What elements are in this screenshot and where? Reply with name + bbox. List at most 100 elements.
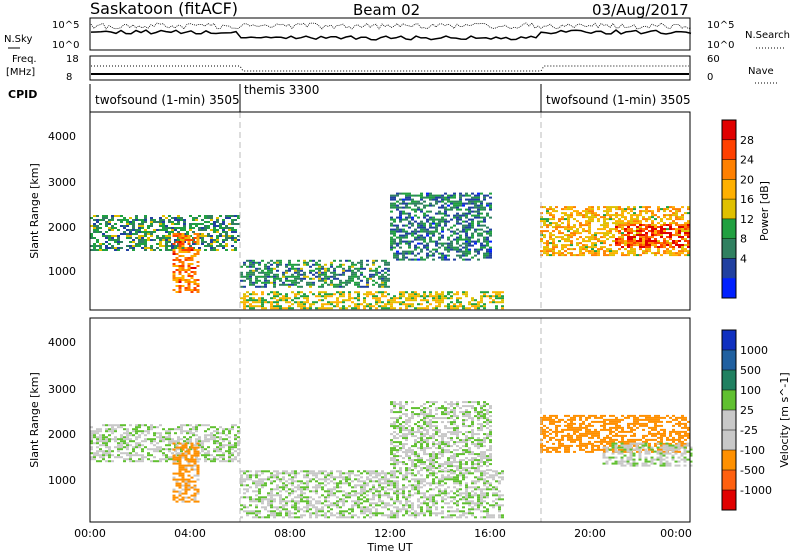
power-cell [570,248,573,251]
power-cell [333,285,336,288]
velocity-cell [234,450,237,453]
power-cell [678,216,681,219]
power-cell [300,279,303,282]
power-cell [633,250,636,253]
velocity-cell [193,474,197,477]
power-cell [681,250,684,253]
velocity-cell [471,490,474,493]
power-cell [564,244,567,247]
power-cell [576,238,579,241]
velocity-cell [255,500,258,503]
power-cell [555,226,558,229]
power-cell [193,281,197,283]
power-cell [618,208,621,211]
power-cell [150,249,153,251]
power-cell [165,249,168,251]
velocity-region-1 [172,442,200,503]
velocity-cell [184,480,188,483]
power-cell [132,239,135,241]
power-cell [175,279,179,281]
velocity-cell [159,460,162,463]
velocity-cell [207,434,210,437]
velocity-cell [483,494,486,497]
velocity-cell [435,512,438,515]
power-cell [492,299,495,302]
velocity-cell [222,446,225,449]
velocity-cell [159,436,162,439]
power-cell [441,206,444,209]
power-cell [363,301,366,304]
cpid-label: CPID [8,88,37,101]
power-cell [111,217,114,219]
velocity-cell [483,482,486,485]
power-cell [432,232,435,235]
power-cell [201,233,204,235]
power-cell [606,232,609,235]
power-cell [489,216,492,219]
velocity-cell [405,512,408,515]
velocity-cell [135,428,138,431]
velocity-cell [255,514,258,517]
power-cell [654,246,657,248]
power-cell [252,305,255,308]
power-cell [342,285,345,288]
power-cell [315,261,318,264]
power-cell [471,218,474,221]
power-cell [132,229,135,231]
velocity-cell [196,450,200,453]
velocity-cell [396,490,399,493]
power-cell [153,239,156,241]
power-cell [178,255,182,257]
power-cell [378,283,381,286]
power-cell [306,261,309,264]
power-cell [402,198,405,201]
power-cell [468,252,471,255]
velocity-cell [330,490,333,493]
power-cell [184,257,188,259]
power-cell [678,226,681,228]
power-cell [549,214,552,217]
power-cell [429,291,432,294]
power-cell [261,285,264,288]
power-cell [561,216,564,219]
power-cell [96,239,99,241]
power-cell [468,222,471,225]
power-cell [657,232,660,234]
power-cell [120,247,123,249]
power-cell [297,273,300,276]
velocity-cell [99,436,102,439]
power-cell [375,271,378,274]
power-cell [210,247,213,249]
velocity-cell [291,516,294,519]
power-cell [141,223,144,225]
power-cell [408,202,411,205]
velocity-cell [207,454,210,457]
power-cell [615,226,618,228]
velocity-cell [219,460,222,463]
power-cell [585,246,588,249]
power-cell [390,236,393,239]
velocity-cell [402,504,405,507]
velocity-cell [306,482,309,485]
velocity-cell [429,506,432,509]
power-cell [123,217,126,219]
power-cell [285,275,288,278]
power-cell [135,245,138,247]
velocity-cell [456,510,459,513]
power-cell [633,208,636,211]
power-cell [459,256,462,259]
velocity-cell [450,472,453,475]
power-cell [255,261,258,264]
velocity-cell [294,474,297,477]
velocity-cell [193,494,197,497]
velocity-cell [390,411,393,414]
power-cell [204,217,207,219]
velocity-cell [492,470,495,473]
power-cell [183,225,186,227]
velocity-cell [318,496,321,499]
power-cell [639,206,642,209]
power-cell [474,204,477,207]
power-cell [324,281,327,284]
power-cell [249,281,252,284]
velocity-cell [474,516,477,519]
